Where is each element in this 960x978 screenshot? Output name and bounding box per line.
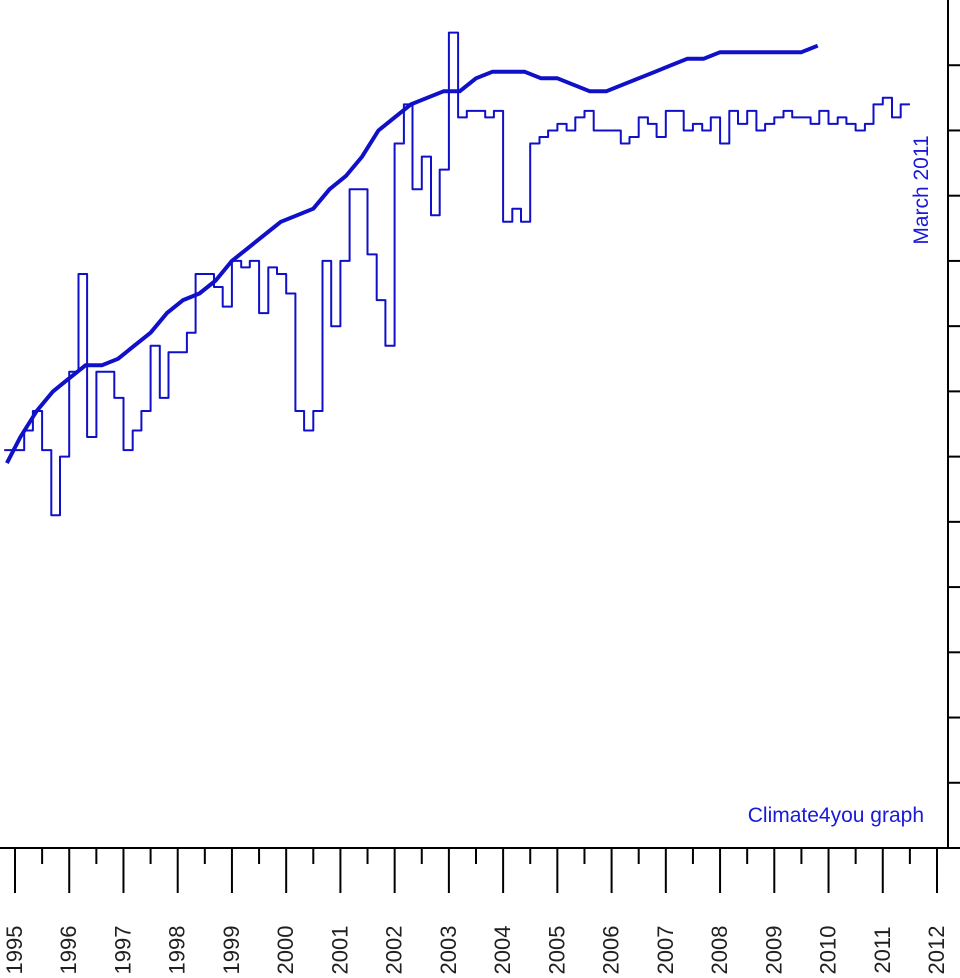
date-stamp-annotation: March 2011 [910, 135, 933, 244]
x-tick-label: 2002 [382, 926, 407, 975]
running-mean-line [5, 43, 819, 465]
x-tick-label: 2001 [327, 926, 352, 975]
x-tick-label: 1999 [219, 926, 244, 975]
x-tick-label: 1995 [2, 926, 27, 975]
x-tick-label: 2011 [870, 926, 895, 973]
series-layer [4, 31, 910, 517]
x-tick-label: 2004 [490, 926, 515, 975]
x-tick-label: 2007 [653, 926, 678, 975]
x-tick-label: 1996 [56, 926, 81, 975]
x-tick-label: 2008 [707, 926, 732, 975]
credit-annotation: Climate4you graph [748, 804, 924, 827]
x-tick-label: 1998 [165, 926, 190, 975]
x-tick-label: 1997 [110, 926, 135, 975]
x-tick-label: 2003 [436, 926, 461, 975]
x-tick-label: 2009 [761, 926, 786, 975]
x-tick-label: 2006 [599, 926, 624, 975]
x-tick-label: 2012 [924, 926, 949, 975]
x-tick-label: 2010 [816, 926, 841, 975]
x-tick-label: 2000 [273, 926, 298, 975]
monthly-series-line [4, 31, 910, 517]
x-tick-label: 2005 [544, 926, 569, 975]
